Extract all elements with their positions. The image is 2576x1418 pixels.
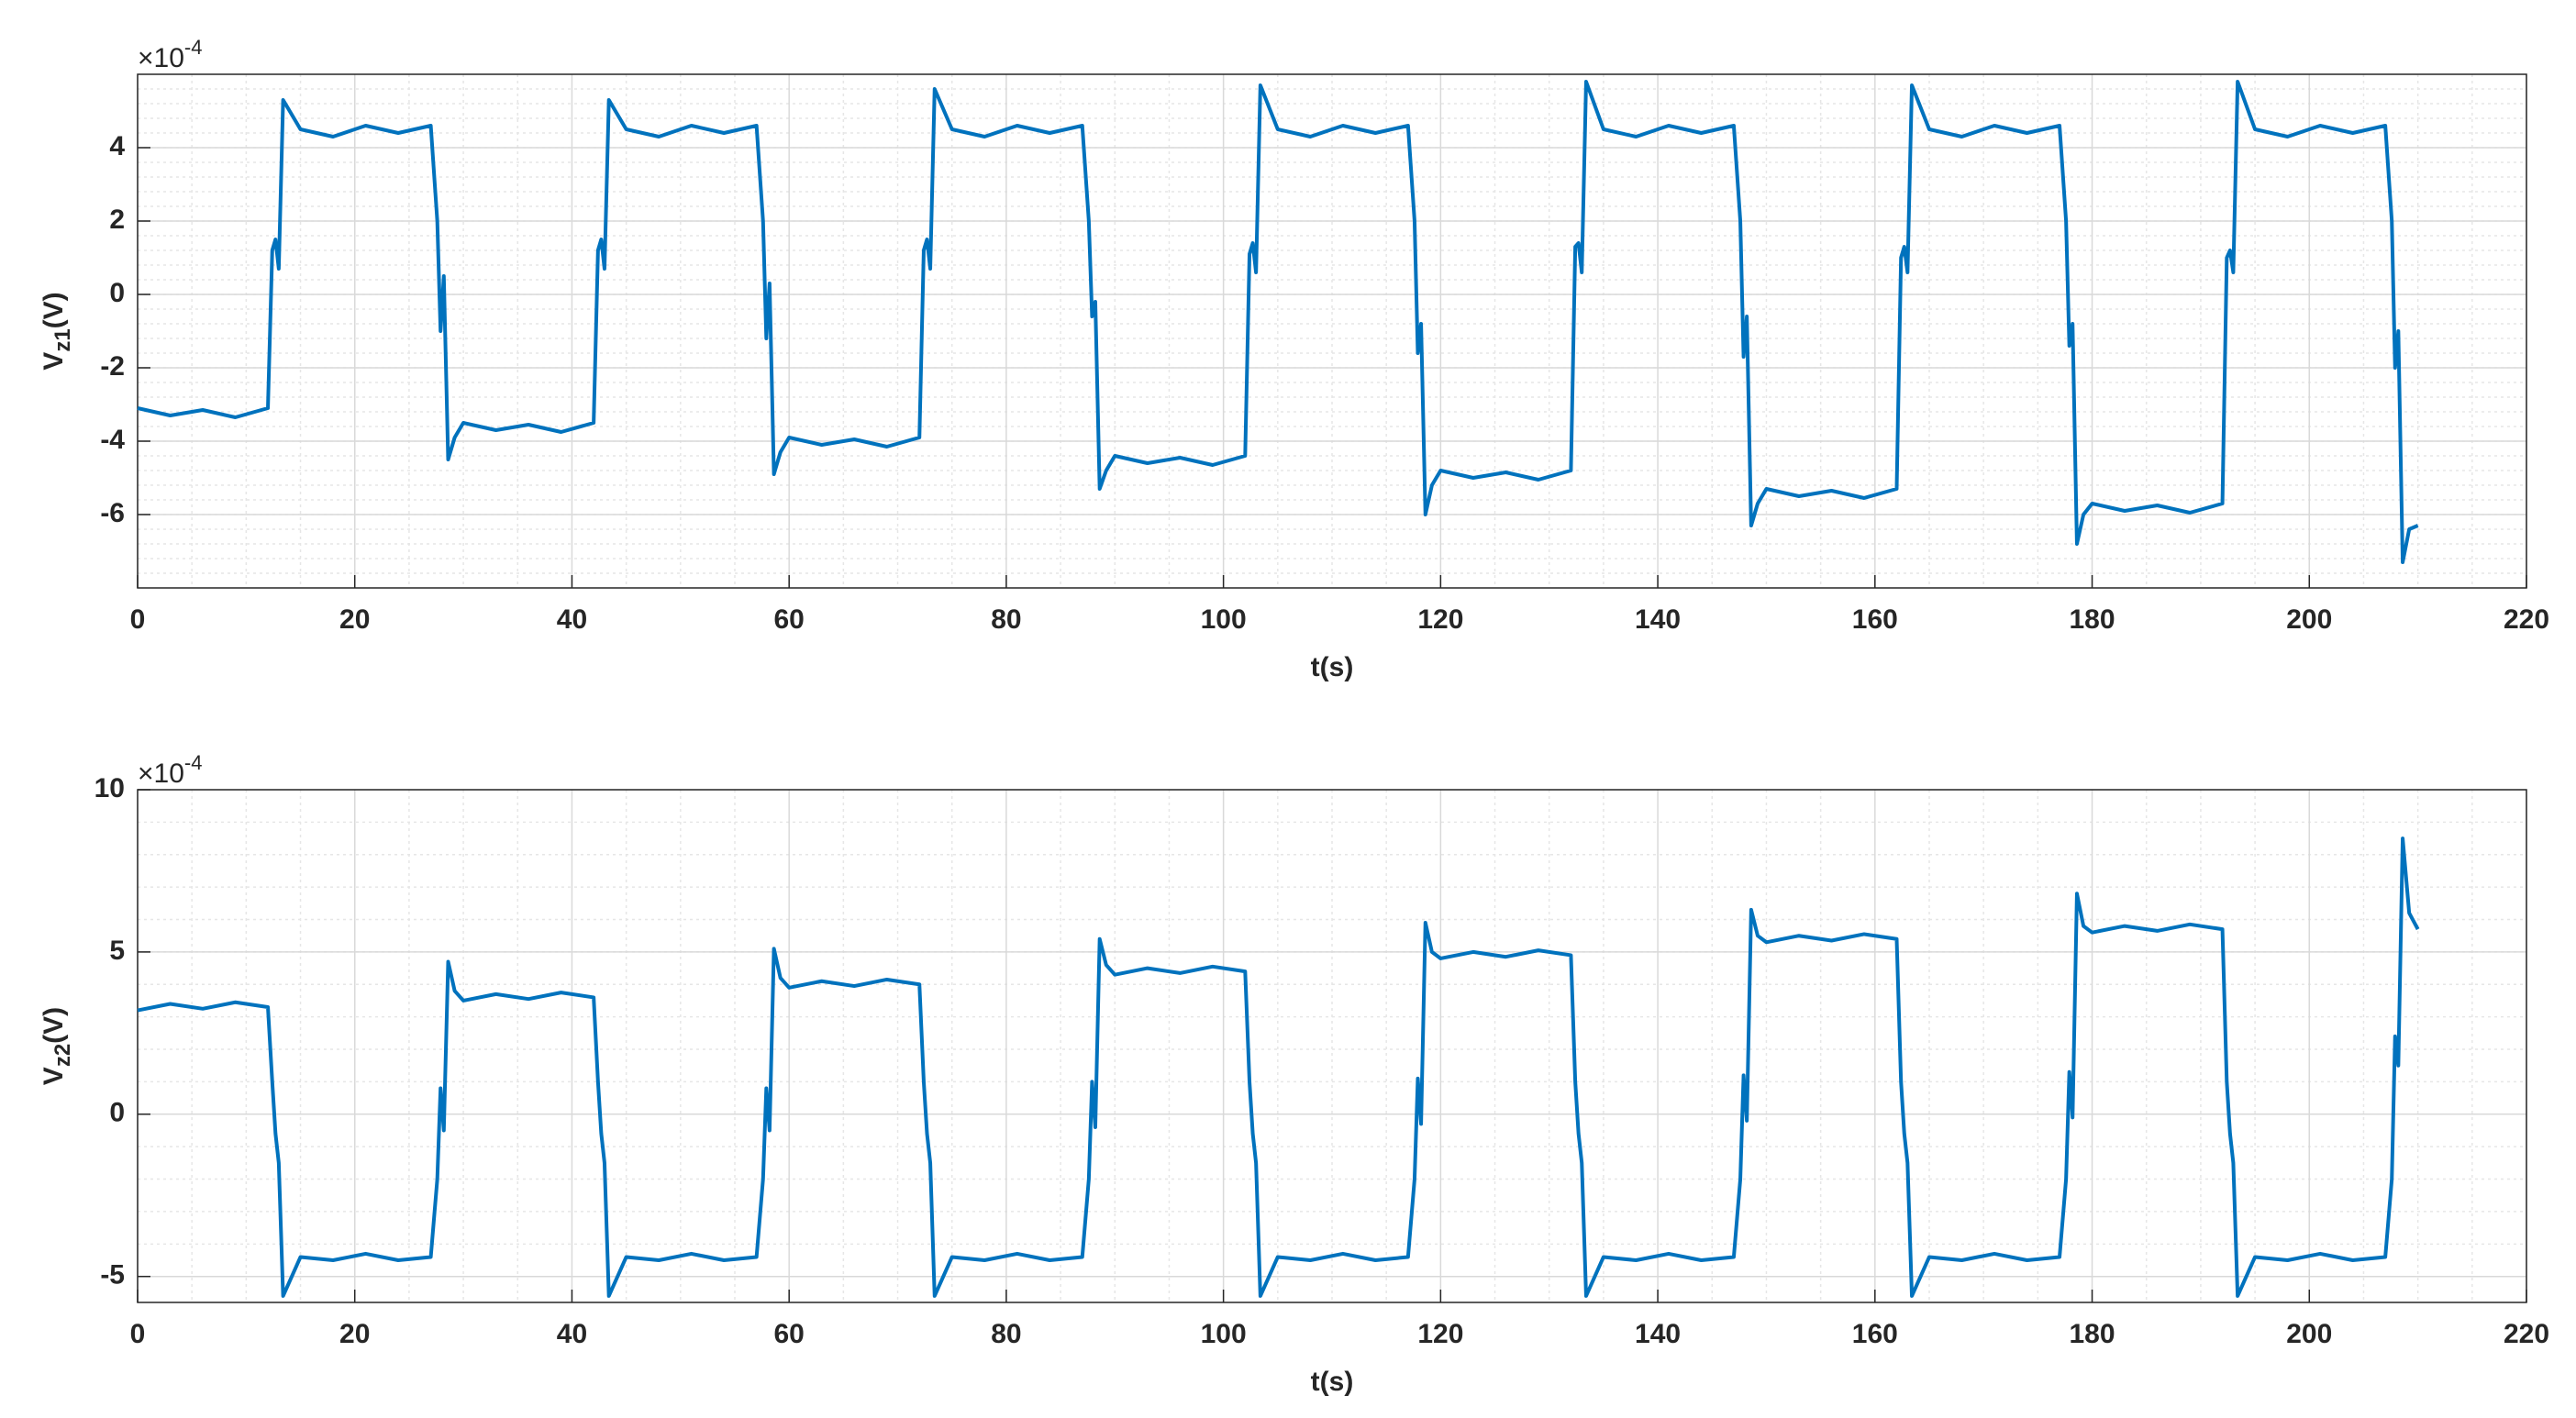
x-tick-label: 220 xyxy=(2504,1319,2549,1349)
y-tick-label: -5 xyxy=(100,1260,125,1291)
y-multiplier: ×10-4 xyxy=(138,36,202,73)
y-label-unit: (V) xyxy=(39,1007,69,1044)
y-label-main: V xyxy=(39,1067,69,1085)
plot-area xyxy=(138,790,2526,1302)
y-tick-label: 4 xyxy=(109,131,125,161)
x-tick-label: 80 xyxy=(991,604,1021,635)
y-multiplier-base: ×10 xyxy=(138,759,184,789)
x-tick-label: 20 xyxy=(339,1319,370,1349)
y-label-unit: (V) xyxy=(39,292,69,328)
x-axis-label: t(s) xyxy=(1311,652,1354,682)
y-tick-label: 5 xyxy=(109,936,125,966)
x-tick-label: 60 xyxy=(773,1319,804,1349)
x-tick-label: 140 xyxy=(1635,604,1681,635)
x-tick-label: 20 xyxy=(339,604,370,635)
y-label-sub: z2 xyxy=(50,1044,75,1067)
y-axis-label: Vz2(V) xyxy=(39,1007,75,1085)
y-tick-label: -4 xyxy=(100,425,125,455)
x-tick-label: 40 xyxy=(557,1319,587,1349)
y-tick-label: 10 xyxy=(94,773,125,803)
x-tick-label: 100 xyxy=(1201,1319,1247,1349)
y-multiplier: ×10-4 xyxy=(138,751,202,789)
y-tick-label: 0 xyxy=(109,1098,125,1128)
x-axis-label: t(s) xyxy=(1311,1367,1354,1397)
x-tick-label: 140 xyxy=(1635,1319,1681,1349)
x-tick-label: 0 xyxy=(130,604,146,635)
y-multiplier-exp: -4 xyxy=(184,36,203,59)
x-tick-label: 220 xyxy=(2504,604,2549,635)
data-line xyxy=(137,836,2420,1298)
x-tick-label: 160 xyxy=(1852,1319,1898,1349)
y-tick-label: 2 xyxy=(109,205,125,235)
axes-box xyxy=(137,73,2527,589)
chart: 0 20 40 60 80 100 120 140 160 180 200 220 -6 -4 -2 0 2 4 ×… xyxy=(39,36,2549,682)
y-tick-label: 0 xyxy=(109,278,125,308)
y-tick-label: -2 xyxy=(100,351,125,382)
y-tick-label: -6 xyxy=(100,498,125,528)
y-multiplier-base: ×10 xyxy=(138,43,184,73)
y-axis-label: Vz1(V) xyxy=(39,292,75,370)
x-tick-label: 180 xyxy=(2070,604,2115,635)
x-tick-label: 200 xyxy=(2286,1319,2332,1349)
x-tick-label: 80 xyxy=(991,1319,1021,1349)
x-tick-label: 120 xyxy=(1417,604,1463,635)
x-tick-label: 200 xyxy=(2286,604,2332,635)
x-tick-label: 100 xyxy=(1201,604,1247,635)
x-tick-label: 160 xyxy=(1852,604,1898,635)
x-tick-label: 60 xyxy=(773,604,804,635)
x-tick-label: 40 xyxy=(557,604,587,635)
data-line xyxy=(137,80,2419,564)
y-multiplier-exp: -4 xyxy=(184,751,203,774)
x-tick-label: 120 xyxy=(1417,1319,1463,1349)
y-label-sub: z1 xyxy=(50,328,75,351)
y-label-main: V xyxy=(39,352,69,371)
x-tick-label: 180 xyxy=(2070,1319,2115,1349)
x-tick-label: 0 xyxy=(130,1319,146,1349)
axes-box xyxy=(137,789,2527,1303)
